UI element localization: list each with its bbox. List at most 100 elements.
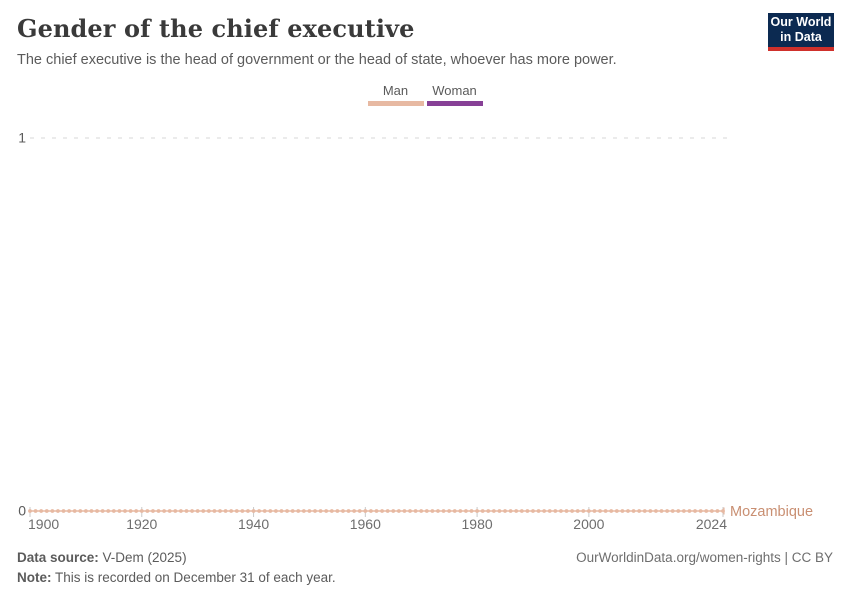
- series-point: [693, 509, 697, 513]
- legend-item-woman[interactable]: Woman: [426, 83, 483, 106]
- series-point: [581, 509, 586, 513]
- series-point: [525, 509, 530, 513]
- series-point: [346, 509, 351, 513]
- series-point: [542, 509, 547, 513]
- series-point: [626, 509, 630, 513]
- x-tick-label: 1900: [28, 516, 59, 532]
- series-point: [167, 509, 172, 513]
- y-axis-label: 1: [18, 130, 26, 146]
- series-point: [637, 509, 642, 513]
- series-point: [676, 509, 681, 513]
- series-point: [206, 509, 211, 513]
- series-point: [290, 509, 295, 513]
- x-tick-label: 1940: [238, 516, 269, 532]
- note-line: Note: This is recorded on December 31 of…: [17, 568, 833, 588]
- series-point: [659, 509, 664, 513]
- legend-item-man[interactable]: Man: [367, 83, 424, 106]
- owid-logo-text: Our World in Data: [770, 15, 832, 44]
- datasource-label: Data source:: [17, 550, 99, 565]
- series-point: [715, 509, 720, 513]
- series-point: [190, 509, 194, 513]
- series-point: [100, 509, 105, 513]
- y-axis-label: 0: [18, 503, 26, 519]
- series-point: [151, 509, 155, 513]
- series-point: [503, 509, 507, 513]
- series-point: [234, 509, 239, 513]
- x-tick-label: 1980: [462, 516, 493, 532]
- series-point: [514, 509, 519, 513]
- series-point: [307, 509, 312, 513]
- series-point: [67, 509, 72, 513]
- series-point: [352, 509, 357, 513]
- series-point: [95, 509, 99, 513]
- series-point: [156, 509, 161, 513]
- citation-link[interactable]: OurWorldinData.org/women-rights | CC BY: [576, 550, 833, 565]
- series-point: [559, 509, 563, 513]
- series-point: [279, 509, 284, 513]
- note-label: Note:: [17, 570, 52, 585]
- series-point: [251, 509, 256, 513]
- series-point: [229, 509, 234, 513]
- series-point: [324, 509, 329, 513]
- series-point: [145, 509, 150, 513]
- series-point: [123, 509, 127, 513]
- series-point: [486, 509, 491, 513]
- datasource-value: V-Dem (2025): [98, 550, 187, 565]
- series-point: [274, 509, 278, 513]
- series-point: [268, 509, 273, 513]
- series-point: [313, 509, 317, 513]
- series-point: [564, 509, 569, 513]
- series-point: [184, 509, 189, 513]
- series-point: [218, 509, 222, 513]
- series-point: [257, 509, 262, 513]
- series-point: [357, 509, 362, 513]
- series-point: [430, 509, 435, 513]
- series-point: [246, 509, 250, 513]
- series-point: [78, 509, 83, 513]
- series-point: [424, 509, 429, 513]
- series-point: [212, 509, 217, 513]
- series-point: [603, 509, 608, 513]
- series-point: [592, 509, 597, 513]
- series-point: [173, 509, 178, 513]
- chart-footer: Data source: V-Dem (2025) OurWorldinData…: [17, 548, 833, 588]
- series-point: [139, 509, 144, 513]
- series-point: [553, 509, 558, 513]
- series-point: [374, 509, 379, 513]
- series-point: [223, 509, 228, 513]
- series-point: [178, 509, 183, 513]
- series-point: [648, 509, 653, 513]
- series-point: [50, 509, 55, 513]
- series-point: [380, 509, 384, 513]
- owid-logo[interactable]: Our World in Data: [768, 13, 834, 51]
- legend-swatch: [426, 101, 483, 106]
- note-value: This is recorded on December 31 of each …: [51, 570, 336, 585]
- series-point: [419, 509, 424, 513]
- x-tick-label: 1960: [350, 516, 381, 532]
- series-point: [447, 509, 452, 513]
- series-point: [575, 509, 580, 513]
- entity-label-mozambique[interactable]: Mozambique: [730, 504, 813, 520]
- series-point: [408, 509, 412, 513]
- series-point: [262, 509, 267, 513]
- page-title: Gender of the chief executive: [17, 14, 415, 43]
- series-point: [609, 509, 614, 513]
- series-point: [162, 509, 167, 513]
- series-point: [128, 509, 133, 513]
- series-point: [56, 509, 60, 513]
- x-tick-label: 2024: [696, 516, 727, 532]
- legend-label: Man: [382, 83, 409, 98]
- series-point: [536, 509, 541, 513]
- series-point: [469, 509, 474, 513]
- series-point: [687, 509, 692, 513]
- series-point: [458, 509, 463, 513]
- legend-swatch: [367, 101, 424, 106]
- series-point: [547, 509, 552, 513]
- chart-legend: Man Woman: [0, 83, 850, 106]
- legend-label: Woman: [432, 83, 477, 98]
- series-point: [654, 509, 658, 513]
- x-tick-label: 1920: [126, 516, 157, 532]
- series-point: [508, 509, 513, 513]
